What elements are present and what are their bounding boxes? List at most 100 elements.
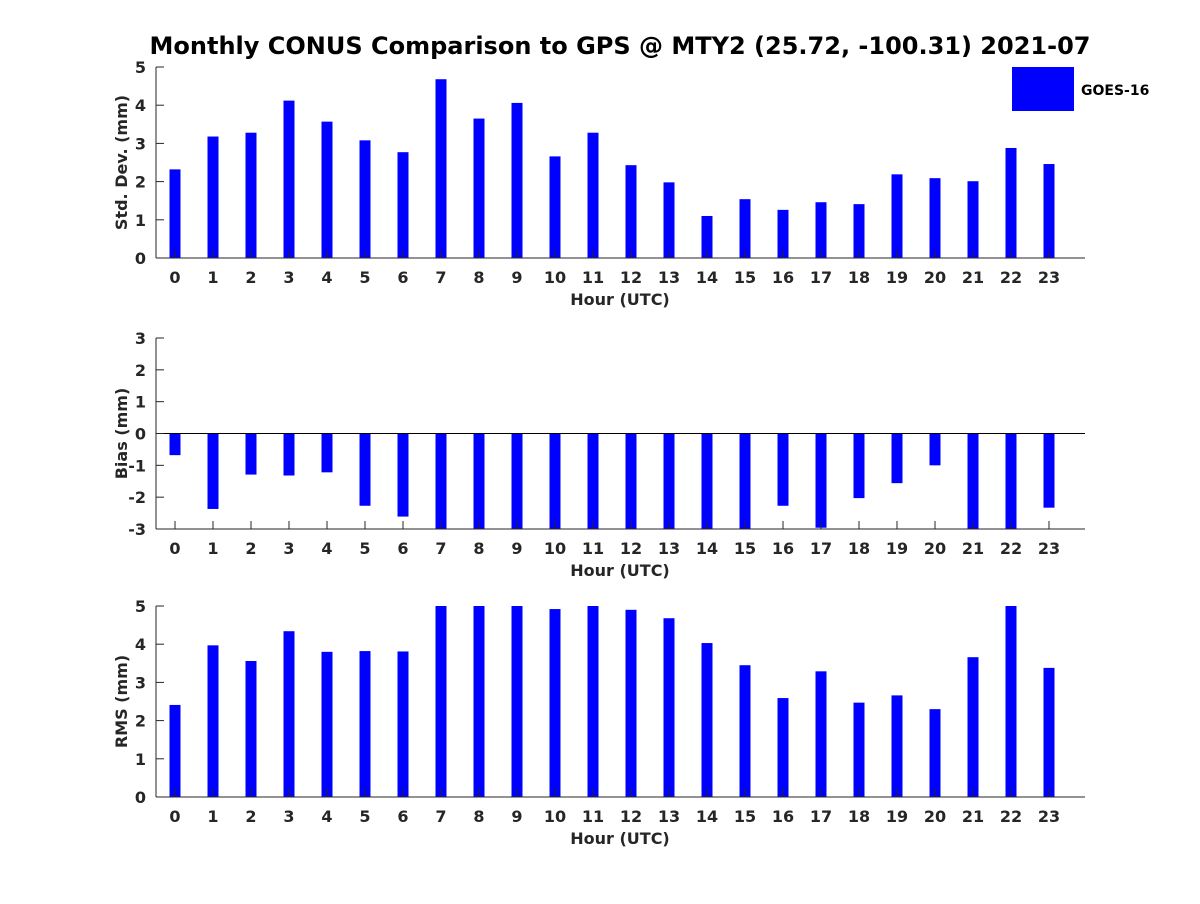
std-dev-xtick-label: 9 [511,268,522,287]
bias-ylabel: Bias (mm) [112,388,131,480]
std-dev-xtick-label: 20 [924,268,946,287]
rms-xtick-label: 13 [658,807,680,826]
bias-xtick-label: 19 [886,539,908,558]
bias-bar-10 [549,433,561,529]
rms-bar-16 [777,698,789,797]
bias-xtick-label: 5 [359,539,370,558]
rms-xtick-label: 5 [359,807,370,826]
rms-xlabel: Hour (UTC) [570,829,670,848]
bias-ytick-label: 0 [135,425,146,444]
bias-xtick-label: 16 [772,539,794,558]
rms-bar-17 [815,671,827,797]
rms-bar-9 [511,606,523,797]
rms-xtick-label: 0 [169,807,180,826]
bias-xtick-label: 4 [321,539,332,558]
std-dev-xtick-label: 15 [734,268,756,287]
std-dev-bar-21 [967,181,979,258]
legend-label: GOES-16 [1081,83,1149,99]
bias-xtick-label: 14 [696,539,718,558]
rms-ytick-label: 4 [135,635,146,654]
std-dev-bar-1 [207,136,219,258]
rms-bar-7 [435,606,447,797]
bias-ytick-label: 3 [135,329,146,348]
rms-xtick-label: 20 [924,807,946,826]
std-dev-bar-22 [1005,147,1017,258]
rms-xtick-label: 9 [511,807,522,826]
std-dev-xtick-label: 21 [962,268,984,287]
bias-bar-9 [511,433,523,529]
bias-xtick-label: 18 [848,539,870,558]
std-dev-xtick-label: 14 [696,268,718,287]
rms-ytick-label: 0 [135,788,146,807]
rms-xtick-label: 18 [848,807,870,826]
bias-ytick-label: 2 [135,361,146,380]
std-dev-xtick-label: 19 [886,268,908,287]
bias-xtick-label: 7 [435,539,446,558]
bias-bar-17 [815,433,827,528]
bias-xtick-label: 20 [924,539,946,558]
bias-bar-21 [967,433,979,529]
rms-bar-4 [321,651,333,797]
rms-bar-22 [1005,606,1017,797]
rms-xtick-label: 4 [321,807,332,826]
std-dev-bar-9 [511,102,523,259]
std-dev-xtick-label: 13 [658,268,680,287]
bias-xtick-label: 17 [810,539,832,558]
std-dev-bar-5 [359,140,371,258]
bias-bar-14 [701,433,713,529]
rms-xtick-label: 19 [886,807,908,826]
std-dev-xtick-label: 2 [245,268,256,287]
std-dev-ytick-label: 4 [135,96,146,115]
std-dev-xtick-label: 22 [1000,268,1022,287]
bias-xtick-label: 9 [511,539,522,558]
std-dev-xtick-label: 18 [848,268,870,287]
bias-bar-18 [853,433,865,499]
rms-xtick-label: 6 [397,807,408,826]
rms-xtick-label: 15 [734,807,756,826]
bias-bar-7 [435,433,447,529]
bias-bar-16 [777,433,789,506]
bias-bar-4 [321,433,333,473]
rms-bar-5 [359,651,371,797]
bias-bar-11 [587,433,599,529]
std-dev-xtick-label: 3 [283,268,294,287]
std-dev-ytick-label: 3 [135,134,146,153]
rms-bar-18 [853,702,865,797]
std-dev-bar-6 [397,152,409,258]
std-dev-bar-19 [891,174,903,258]
rms-xtick-label: 2 [245,807,256,826]
std-dev-bar-18 [853,204,865,258]
std-dev-xtick-label: 5 [359,268,370,287]
std-dev-xtick-label: 10 [544,268,566,287]
std-dev-bar-11 [587,132,599,258]
std-dev-xtick-label: 11 [582,268,604,287]
bias-xtick-label: 0 [169,539,180,558]
legend-swatch [1012,67,1074,111]
std-dev-xtick-label: 16 [772,268,794,287]
bias-ytick-label: -1 [128,456,146,475]
rms-xtick-label: 21 [962,807,984,826]
std-dev-bar-2 [245,132,257,258]
bias-xtick-label: 10 [544,539,566,558]
std-dev-xtick-label: 23 [1038,268,1060,287]
rms-bar-11 [587,606,599,797]
rms-bar-20 [929,709,941,797]
rms-bar-0 [169,704,181,797]
rms-bar-21 [967,657,979,797]
bias-xtick-label: 21 [962,539,984,558]
bias-bar-1 [207,433,219,509]
bias-xtick-label: 22 [1000,539,1022,558]
std-dev-bar-0 [169,169,181,258]
bias-bar-19 [891,433,903,484]
bias-xtick-label: 8 [473,539,484,558]
bias-bar-15 [739,433,751,529]
std-dev-bar-4 [321,121,333,258]
rms-bar-1 [207,645,219,797]
rms-bar-3 [283,631,295,797]
bias-ytick-label: -2 [128,488,146,507]
bias-xlabel: Hour (UTC) [570,561,670,580]
